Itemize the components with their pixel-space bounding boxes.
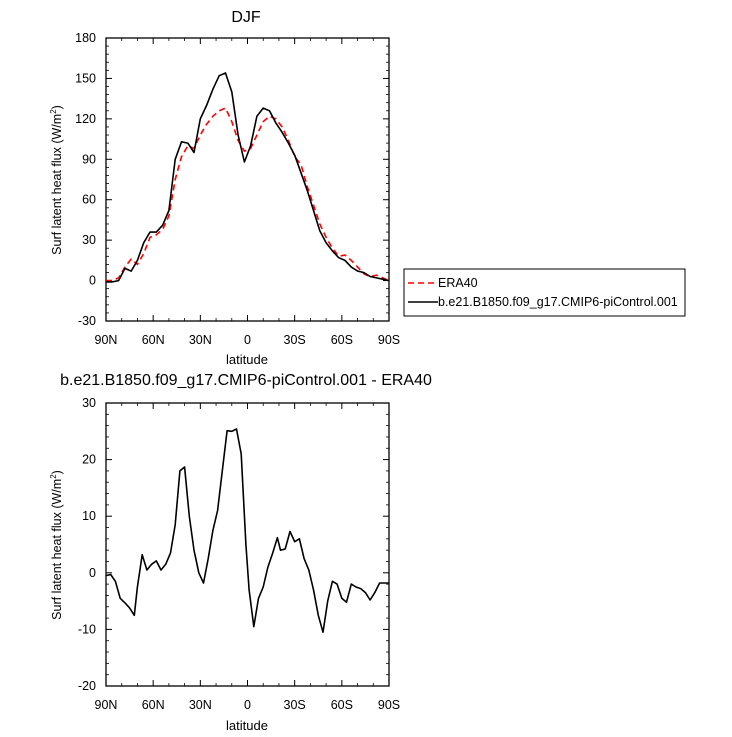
y-tick-label: 120	[75, 112, 96, 126]
x-tick-label: 90N	[95, 698, 118, 712]
bottom-chart-title: b.e21.B1850.f09_g17.CMIP6-piControl.001 …	[60, 372, 432, 389]
x-tick-label: 90S	[378, 698, 400, 712]
y-tick-label: -10	[78, 622, 96, 636]
x-tick-label: 60N	[142, 333, 165, 347]
x-tick-label: 0	[244, 698, 251, 712]
x-tick-label: 60N	[142, 698, 165, 712]
y-tick-label: 30	[82, 396, 96, 410]
x-tick-label: 90N	[95, 333, 118, 347]
top-y-axis-label-main: Surf latent heat flux (W/m	[50, 114, 64, 255]
y-tick-label: 90	[82, 152, 96, 166]
top-ticks	[105, 37, 390, 322]
bottom-series-line-difference	[105, 428, 389, 634]
y-tick-label: 60	[82, 193, 96, 207]
top-x-axis-label: latitude	[226, 352, 268, 367]
bottom-y-tick-labels: -20 -10 0 10 20 30	[78, 396, 96, 693]
top-y-axis-label-close: )	[50, 105, 64, 109]
x-tick-label: 60S	[331, 333, 353, 347]
x-tick-label: 30S	[284, 698, 306, 712]
y-tick-label: 150	[75, 71, 96, 85]
bottom-y-axis-label-sup: 2	[49, 474, 58, 479]
y-tick-label: -30	[78, 314, 96, 328]
x-tick-label: 90S	[378, 333, 400, 347]
x-tick-label: 0	[244, 333, 251, 347]
x-tick-label: 30N	[189, 698, 212, 712]
x-tick-label: 60S	[331, 698, 353, 712]
top-chart-title: DJF	[231, 9, 261, 26]
bottom-panel: b.e21.B1850.f09_g17.CMIP6-piControl.001 …	[49, 372, 432, 733]
bottom-ticks	[105, 402, 390, 687]
top-series-line-model	[106, 72, 390, 283]
top-series-line-era40	[106, 107, 390, 282]
y-tick-label: 30	[82, 233, 96, 247]
y-tick-label: 0	[89, 274, 96, 288]
top-y-axis-label: Surf latent heat flux (W/m2)	[49, 105, 64, 255]
x-tick-label: 30N	[189, 333, 212, 347]
top-y-tick-labels: -30 0 30 60 90 120 150 180	[75, 31, 96, 328]
y-tick-label: -20	[78, 679, 96, 693]
y-tick-label: 20	[82, 453, 96, 467]
legend-label-era40: ERA40	[438, 276, 478, 290]
legend-label-model: b.e21.B1850.f09_g17.CMIP6-piControl.001	[438, 295, 678, 309]
top-y-axis-label-sup: 2	[49, 109, 58, 114]
bottom-y-axis-label-close: )	[50, 470, 64, 474]
bottom-y-axis-label: Surf latent heat flux (W/m2)	[49, 470, 64, 620]
bottom-y-axis-label-main: Surf latent heat flux (W/m	[50, 479, 64, 620]
top-panel: DJF -30 0 30 60 90 120 150 180 90N 60N 30N 0 30S 60S…	[49, 9, 400, 367]
bottom-x-tick-labels: 90N 60N 30N 0 30S 60S 90S	[95, 698, 401, 712]
bottom-series-lines	[105, 428, 389, 634]
bottom-plot-frame	[105, 402, 390, 687]
x-tick-label: 30S	[284, 333, 306, 347]
legend: ERA40 b.e21.B1850.f09_g17.CMIP6-piContro…	[403, 268, 686, 317]
y-tick-label: 0	[89, 566, 96, 580]
top-series-lines	[106, 72, 390, 283]
legend-frame	[403, 268, 686, 317]
top-x-tick-labels: 90N 60N 30N 0 30S 60S 90S	[95, 333, 401, 347]
bottom-x-axis-label: latitude	[226, 718, 268, 733]
y-tick-label: 180	[75, 31, 96, 45]
y-tick-label: 10	[82, 509, 96, 523]
top-plot-frame	[105, 37, 390, 322]
